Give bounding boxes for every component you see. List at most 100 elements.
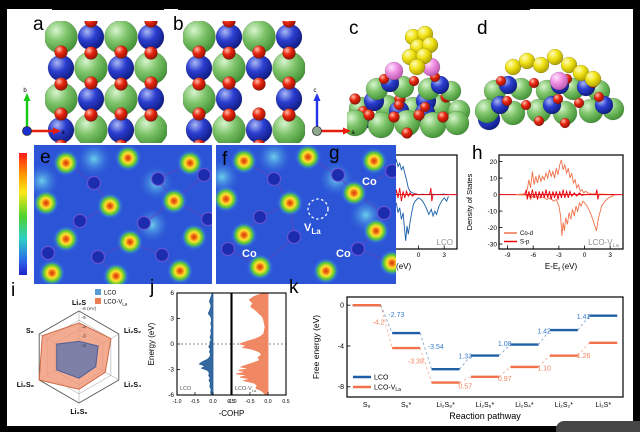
panel-label-f: f: [222, 149, 228, 170]
structure-model-c: [347, 25, 471, 139]
right-axis-label: a: [61, 130, 65, 136]
dos-curve-Co-d-up: [516, 159, 615, 196]
y-axis-label: Density of States: [465, 173, 474, 230]
step-connector: [380, 304, 393, 334]
la-vacancy-label-sub: La: [311, 227, 321, 237]
atom-O: [501, 95, 513, 107]
heatmap-f: Co Co Co VLa: [216, 145, 396, 284]
structure-model-a: [45, 21, 167, 143]
vacancy-circle: [307, 198, 329, 220]
atom-O: [282, 76, 296, 90]
free-energy-diagram: 0 -4 -8 -2.73 -3.54 1.33 1.08 1.42 1.41 -4.2 -3.39…: [311, 296, 624, 421]
x-tick-label: -1.0: [228, 399, 237, 405]
step-value-label: 0.57: [458, 384, 472, 391]
atom-S: [518, 52, 536, 70]
atom-O: [393, 99, 405, 111]
atom-C: [77, 23, 105, 51]
x-tick-label: -6: [530, 252, 536, 259]
step-value-label: 1.10: [537, 365, 551, 372]
co-density-spot: [114, 145, 142, 172]
co-density-spot: [96, 192, 124, 220]
co-density-spot: [360, 147, 388, 175]
x-axis-label: E-Ef (eV): [545, 262, 578, 273]
co-density-spot: [216, 185, 240, 213]
legend-label: Co-d: [520, 231, 533, 237]
radial-tick-label: -6 (eV): [82, 306, 97, 312]
atom-dot: [350, 241, 366, 257]
step-connector: [538, 329, 551, 345]
atom-O: [114, 107, 128, 121]
legend-label: S-p: [520, 240, 530, 246]
atom-O: [252, 139, 266, 143]
structure-model-d: [475, 48, 625, 131]
y-tick-label: -30: [488, 241, 498, 248]
category-label: Li₂S₄*: [515, 402, 534, 409]
radar-axis-label: Li₂S₈: [17, 382, 34, 389]
panel-label-h: h: [472, 143, 483, 164]
x-tick-label: 0.5: [227, 399, 234, 405]
atom-O: [252, 107, 266, 121]
atom-O: [252, 45, 266, 59]
y-tick-label: -10: [488, 208, 498, 215]
co-density-spot: [180, 223, 208, 251]
atom-O: [252, 77, 266, 91]
panel-label-j: j: [150, 277, 155, 298]
y-tick-label: -6: [168, 392, 174, 399]
atom-C: [215, 85, 243, 113]
atom-O: [144, 76, 158, 90]
atom-dot: [136, 215, 152, 231]
panel-label-d: d: [477, 18, 488, 39]
atom-P: [549, 71, 569, 91]
legend-label: LCO-VLa: [374, 384, 401, 393]
la-column-halo: [257, 145, 291, 174]
atom-C: [185, 54, 213, 82]
step-connector: [380, 305, 393, 349]
atom-C: [137, 85, 165, 113]
atom-O: [282, 21, 296, 28]
x-tick-label: 3: [608, 252, 612, 259]
step-value-label: 1.08: [498, 341, 512, 348]
atom-dot: [40, 245, 56, 261]
atom-dot: [376, 205, 392, 221]
y-tick-label: 3: [170, 316, 174, 323]
atom-O: [222, 46, 236, 60]
atom-O: [192, 107, 206, 121]
plot-frame: [498, 154, 624, 250]
x-tick-label: 0.0: [264, 399, 271, 405]
co-density-spot: [52, 149, 80, 177]
cohp-curve: [236, 292, 269, 396]
atom-O: [84, 46, 98, 60]
up-axis-label: c: [314, 88, 317, 94]
atom-C: [245, 54, 273, 82]
atom-O: [593, 91, 605, 103]
atom-dot: [200, 211, 212, 227]
y-tick-label: 20: [490, 159, 498, 166]
step-value-label: 1.33: [458, 353, 472, 360]
atom-O: [520, 99, 532, 111]
step-connector: [419, 347, 433, 383]
la-column-halo: [77, 145, 111, 176]
up-arrowhead: [313, 93, 321, 101]
co-atom-label-3: Co: [336, 248, 351, 260]
x-tick-label: -3: [556, 252, 562, 259]
atom-C: [275, 23, 303, 51]
atom-C: [185, 116, 213, 143]
atom-S: [546, 48, 564, 66]
right-axis-label: a: [351, 130, 355, 136]
step-value-label: 0.97: [498, 376, 512, 383]
step-connector: [459, 376, 472, 384]
right-arrowhead: [343, 127, 351, 135]
heatmap-e: [34, 145, 212, 284]
corner-label: LCO-VLa: [588, 238, 620, 249]
co-density-spot: [230, 147, 258, 175]
la-vacancy-label: VLa: [304, 223, 321, 236]
category-label: Li₂S₈*: [436, 402, 455, 409]
axis-indicator-cd: ca: [312, 88, 355, 136]
co-atom-label-2: Co: [242, 248, 257, 260]
corner-label: LCO: [437, 238, 453, 247]
step-value-label: -3.39: [408, 358, 424, 365]
y-tick-label: 0: [340, 303, 344, 310]
atom-L: [347, 109, 369, 137]
step-value-label: 1.42: [537, 328, 551, 335]
